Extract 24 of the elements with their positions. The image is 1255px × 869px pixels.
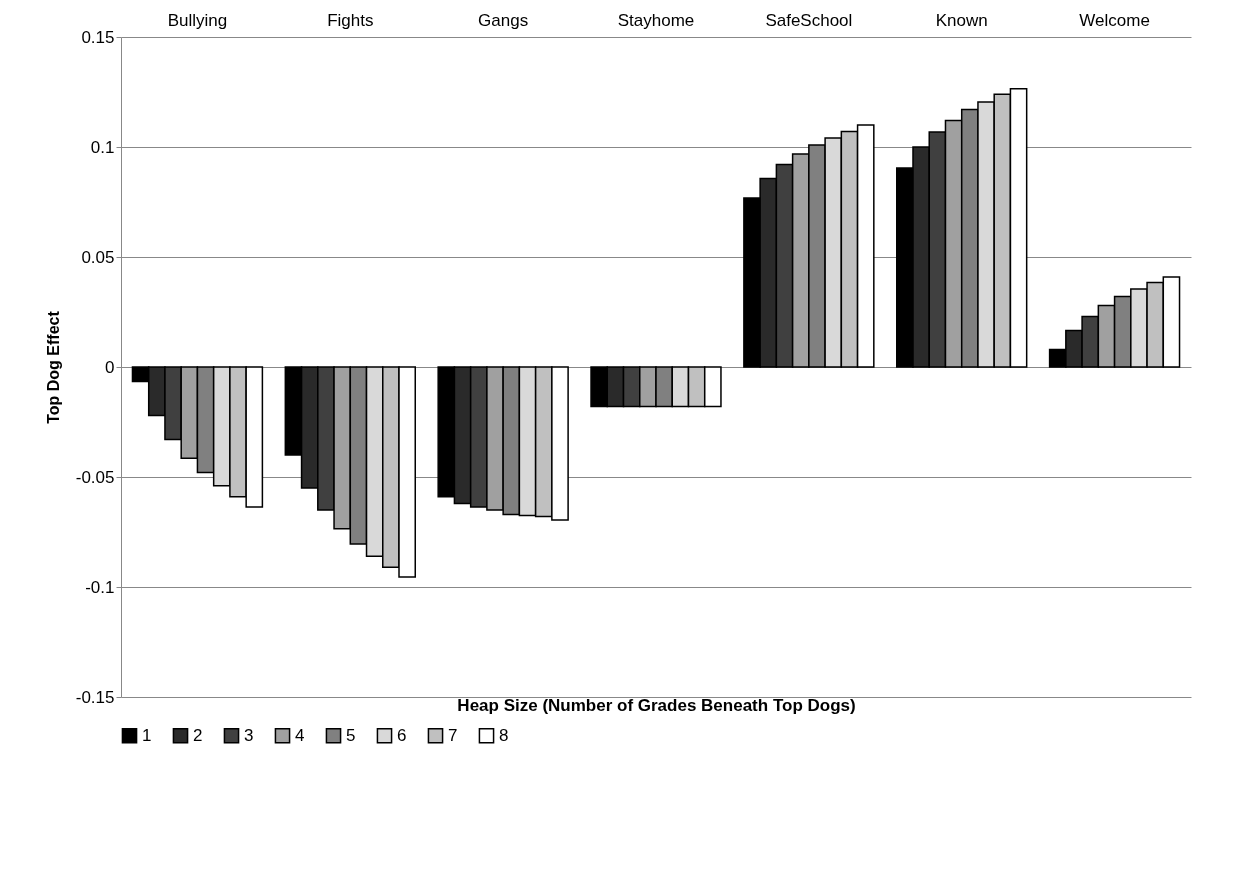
legend-label: 7 bbox=[448, 725, 458, 745]
x-tick-label: Fights bbox=[327, 10, 374, 30]
y-tick-label: -0.05 bbox=[75, 467, 115, 487]
legend-label: 1 bbox=[142, 725, 152, 745]
legend-label: 5 bbox=[346, 725, 356, 745]
x-axis-title: Heap Size (Number of Grades Beneath Top Dogs) bbox=[457, 695, 856, 715]
y-axis-title: Top Dog Effect bbox=[44, 310, 62, 424]
x-tick-label: Gangs bbox=[478, 10, 529, 30]
legend-label: 3 bbox=[244, 725, 254, 745]
legend-label: 6 bbox=[397, 725, 407, 745]
legend-label: 2 bbox=[193, 725, 203, 745]
y-tick-label: -0.1 bbox=[85, 577, 115, 597]
y-tick-label: 0.15 bbox=[81, 27, 115, 47]
x-tick-label: Known bbox=[935, 10, 988, 30]
x-tick-label: Stayhome bbox=[617, 10, 695, 30]
legend-label: 4 bbox=[295, 725, 305, 745]
y-tick-label: 0 bbox=[105, 357, 115, 377]
x-tick-label: Welcome bbox=[1079, 10, 1150, 30]
y-tick-label: 0.05 bbox=[81, 247, 115, 267]
y-tick-label: 0.1 bbox=[90, 137, 115, 157]
y-tick-label: -0.15 bbox=[75, 687, 115, 707]
x-tick-label: Bullying bbox=[167, 10, 228, 30]
legend-label: 8 bbox=[499, 725, 509, 745]
x-tick-label: SafeSchool bbox=[765, 10, 853, 30]
